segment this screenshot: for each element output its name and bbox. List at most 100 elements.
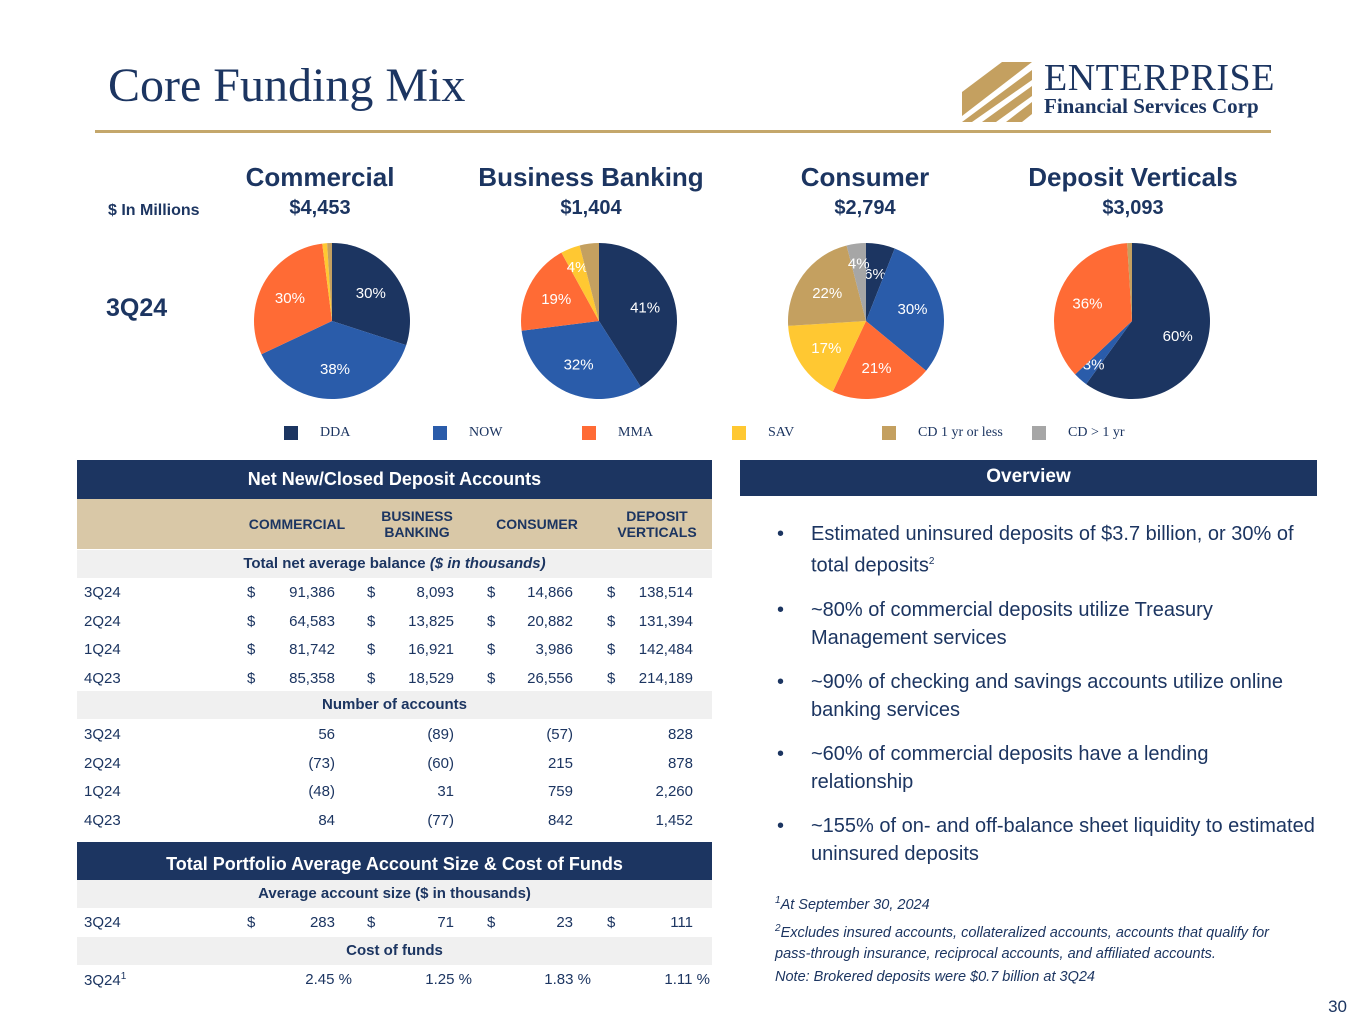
segment-total: $4,453 [289, 197, 351, 219]
legend-label: CD 1 yr or less [918, 425, 1003, 440]
balance-band-title: Total net average balance [243, 555, 426, 572]
list-item: • ~80% of commercial deposits utilize Tre… [775, 596, 1315, 652]
legend-item-dda: DDA [284, 425, 350, 441]
currency-symbol: $ [247, 584, 256, 601]
header-rule [95, 130, 1271, 133]
pie-slice-cd-1-yr [846, 243, 866, 321]
pie-slice-sav [322, 243, 332, 321]
cell-deposit-verticals: 1,452 [655, 811, 693, 829]
cell-business-banking: 71 [437, 914, 454, 931]
pie-data-label: 4% [848, 256, 870, 273]
list-item: • ~60% of commercial deposits have a lend… [775, 740, 1315, 796]
cell-consumer: 842 [547, 811, 573, 829]
pie-slice-dda [599, 243, 677, 387]
segment-total: $2,794 [834, 197, 896, 219]
segment-total: $3,093 [1102, 197, 1164, 219]
table-row: 4Q23 84 (77) 842 1,452 [77, 806, 712, 834]
legend-label: SAV [768, 425, 795, 440]
cell-business-banking: (89) [427, 726, 454, 743]
currency-symbol: $ [247, 641, 256, 658]
currency-symbol: $ [607, 641, 616, 658]
table-row: 3Q24 $ 283 $ 71 $ 23 $ 111 [77, 908, 712, 936]
pie-slice-sav [788, 321, 866, 392]
legend-label: NOW [469, 425, 503, 440]
currency-symbol: $ [487, 914, 496, 931]
row-label: 4Q23 [84, 669, 121, 687]
cell-business-banking: 1.25 % [425, 971, 472, 988]
cell-consumer: 14,866 [527, 584, 573, 601]
pie-data-label: 41% [630, 300, 660, 317]
column-header-commercial: COMMERCIAL [248, 516, 346, 532]
pie-slice-sav [561, 245, 599, 321]
currency-symbol: $ [367, 612, 376, 630]
currency-symbol: $ [607, 612, 616, 630]
row-label: 3Q241 [84, 971, 127, 989]
balance-band-unit: ($ in thousands) [429, 555, 546, 572]
cell-deposit-verticals: 111 [670, 914, 693, 931]
table-row: 3Q241 2.45 % 1.25 % 1.83 % 1.11 % [77, 965, 712, 993]
pie-slice-cd-1-yr-or-less [327, 242, 332, 321]
cell-business-banking: 8,093 [416, 584, 454, 601]
cell-business-banking: 13,825 [408, 612, 454, 630]
currency-symbol: $ [367, 641, 376, 658]
bullet-text: ~90% of checking and savings accounts ut… [811, 670, 1283, 721]
cell-consumer: (57) [546, 726, 573, 743]
pie-data-label: 4% [567, 259, 589, 276]
currency-symbol: $ [367, 669, 376, 687]
currency-symbol: $ [607, 914, 616, 931]
pie-data-label: 22% [812, 285, 842, 302]
currency-symbol: $ [367, 914, 376, 931]
cell-business-banking: 31 [437, 783, 454, 800]
cell-deposit-verticals: 1.11 % [664, 971, 710, 988]
page-number: 30 [1328, 997, 1347, 1016]
pie-data-label: 21% [861, 360, 891, 377]
segment-name: Consumer [800, 162, 930, 192]
column-header-deposit-verticals: DEPOSIT VERTICALS [617, 508, 697, 540]
segment-name: Deposit Verticals [1028, 162, 1238, 192]
row-label: 2Q24 [84, 612, 121, 630]
page-title: Core Funding Mix [108, 59, 466, 112]
pie-data-label: 30% [356, 285, 386, 302]
row-label: 3Q24 [84, 914, 121, 931]
currency-symbol: $ [487, 669, 496, 687]
pie-slice-mma [521, 252, 599, 331]
bullet-marker: • [777, 670, 785, 693]
column-header-consumer: CONSUMER [496, 516, 578, 532]
row-label: 4Q23 [84, 811, 121, 829]
pie-slice-now [261, 321, 407, 399]
legend-item-now: NOW [433, 425, 502, 441]
logo-stripes-icon [962, 62, 1032, 122]
currency-symbol: $ [247, 914, 256, 931]
cell-deposit-verticals: 138,514 [638, 584, 693, 601]
pie-slice-now [866, 248, 944, 371]
row-label: 1Q24 [84, 641, 121, 658]
size-band: Average account size ($ in thousands) [77, 880, 712, 908]
enterprise-logo: ENTERPRISE Financial Services Corp [962, 56, 1282, 122]
cell-deposit-verticals: 214,189 [638, 669, 693, 687]
pie-slice-mma [253, 243, 332, 355]
balance-band: Total net average balance ($ in thousand… [77, 550, 712, 578]
pie-slice-cd-1-yr-or-less [1127, 242, 1132, 321]
cell-commercial: 64,583 [289, 612, 335, 630]
table-row: 2Q24 $64,583 $13,825 $20,882 $131,394 [77, 607, 712, 635]
units-label: $ In Millions [108, 202, 200, 219]
pie-slice-now [521, 321, 641, 399]
cell-deposit-verticals: 878 [667, 754, 693, 772]
cell-commercial: (73) [308, 754, 335, 772]
pie-data-label: 17% [811, 340, 841, 357]
currency-symbol: $ [607, 584, 616, 601]
pie-data-label: 38% [320, 361, 350, 378]
currency-symbol: $ [487, 641, 496, 658]
legend-item-sav: SAV [732, 425, 794, 441]
cell-business-banking: (77) [427, 811, 454, 829]
pie-slice-dda [1086, 243, 1211, 399]
cell-consumer: 1.83 % [544, 971, 591, 988]
bullet-marker: • [777, 814, 785, 837]
column-header-business-banking: BUSINESS BANKING [381, 508, 453, 540]
list-item: • ~90% of checking and savings accounts u… [775, 668, 1315, 724]
chart-legend: DDA NOW MMA SAV CD 1 yr or less CD > 1 y… [280, 425, 1180, 445]
legend-swatch [582, 426, 596, 440]
cell-business-banking: 16,921 [408, 641, 454, 658]
pie-slice-dda [866, 243, 895, 321]
table-row: 3Q24 56 (89) (57) 828 [77, 720, 712, 748]
